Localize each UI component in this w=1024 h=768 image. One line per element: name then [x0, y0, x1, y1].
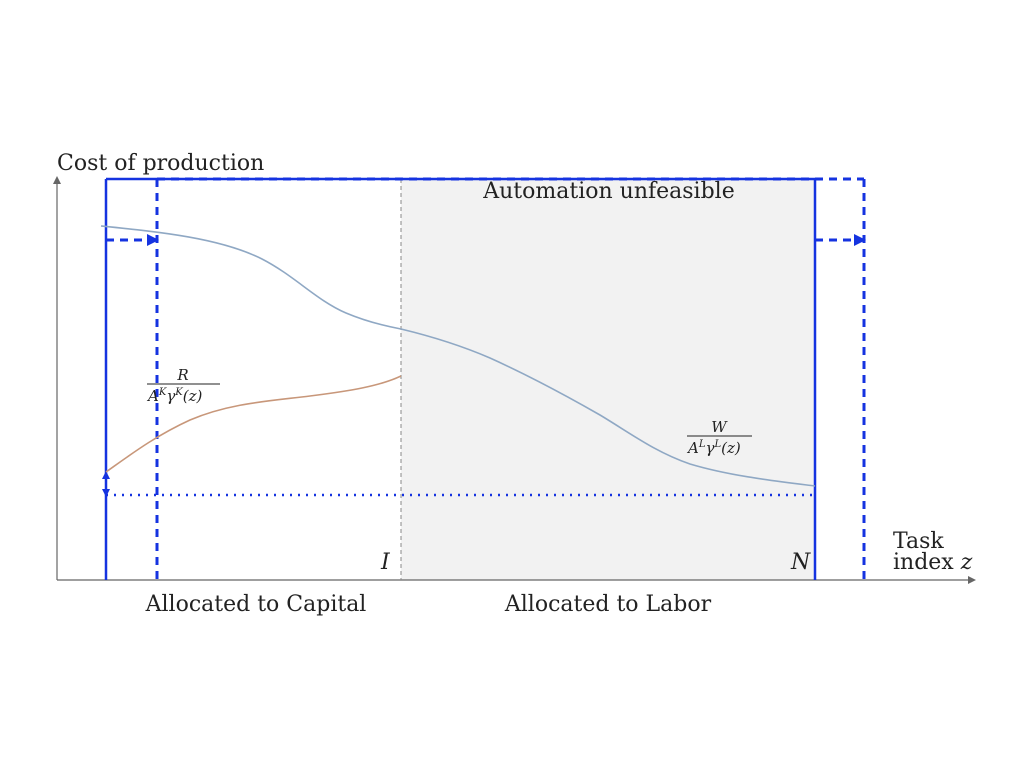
capital-cost-curve — [105, 375, 402, 473]
capital-formula-numerator: R — [176, 366, 188, 384]
threshold-i-label: I — [380, 550, 391, 575]
capital-cost-formula: R AKγK(z) — [146, 366, 220, 405]
labor-region-label: Allocated to Labor — [504, 592, 712, 617]
labor-cost-formula: W ALγL(z) — [686, 418, 752, 457]
capital-formula-denominator: AKγK(z) — [146, 387, 203, 405]
capital-region-label: Allocated to Capital — [145, 592, 367, 617]
automation-unfeasible-region — [401, 179, 815, 580]
labor-cost-curve — [100, 225, 816, 487]
y-axis-label: Cost of production — [57, 151, 264, 176]
automation-unfeasible-label: Automation unfeasible — [482, 179, 735, 204]
labor-formula-numerator: W — [711, 418, 728, 436]
threshold-n-label: N — [790, 550, 811, 575]
x-axis-label-line1: Task — [893, 529, 944, 554]
labor-formula-denominator: ALγL(z) — [686, 439, 741, 457]
x-axis-label-line2: index z — [893, 550, 973, 575]
